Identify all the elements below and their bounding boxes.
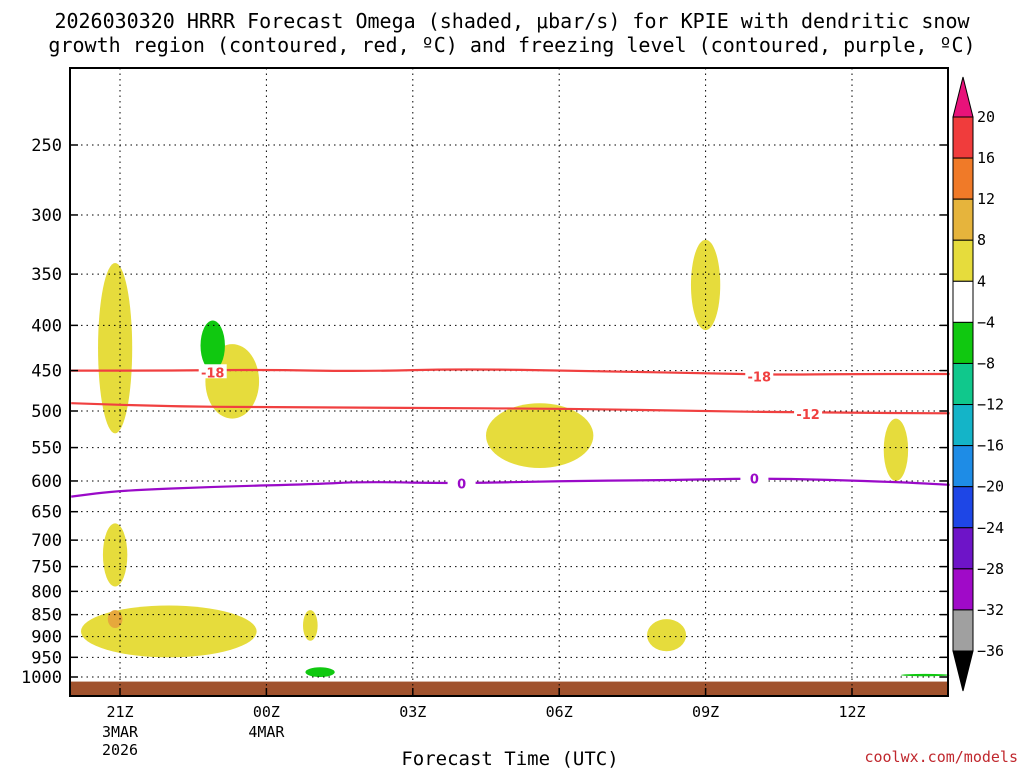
y-axis: 2503003504004505005506006507007508008509…	[21, 136, 948, 688]
colorbar-box-6	[952, 362, 974, 406]
colorbar-label: 16	[977, 149, 995, 167]
colorbar-label: 12	[977, 190, 995, 208]
chart-title-line1: 2026030320 HRRR Forecast Omega (shaded, …	[54, 9, 970, 33]
contour-label-bg	[198, 364, 227, 379]
x-tick-label: 09Z	[692, 703, 719, 721]
x-tick-label: 06Z	[546, 703, 573, 721]
ground-strip	[71, 681, 947, 695]
x-axis-label: Forecast Time (UTC)	[401, 748, 618, 768]
omega-pos-g	[80, 605, 257, 658]
colorbar-box-4	[952, 280, 974, 323]
colorbar-box-7	[952, 404, 974, 447]
y-tick-label: 1000	[21, 668, 62, 688]
colorbar-box-1	[952, 157, 974, 200]
omega-pos-c	[486, 403, 594, 468]
y-tick-label: 750	[31, 558, 62, 578]
omega-pos-i	[647, 619, 687, 652]
colorbar-box-12	[952, 609, 974, 652]
x-tick-label: 00Z	[253, 703, 280, 721]
colorbar-box-9	[952, 486, 974, 529]
contour-label-dgz-minus18: -18	[748, 370, 772, 385]
colorbar-label: −8	[977, 354, 995, 372]
grid-lines	[70, 68, 948, 696]
contour-label-freezing-level-0: 0	[750, 472, 759, 487]
y-tick-label: 350	[31, 265, 62, 285]
y-tick-label: 950	[31, 648, 62, 668]
contour-dgz-minus12	[71, 402, 950, 415]
y-tick-label: 850	[31, 606, 62, 626]
colorbar-label: −16	[977, 437, 1004, 455]
colorbar-box-2	[952, 198, 974, 241]
x-tick-label: 12Z	[838, 703, 865, 721]
colorbar-box-0	[952, 116, 974, 159]
x-tick-date: 4MAR	[248, 723, 285, 741]
plot-frame	[69, 67, 949, 697]
colorbar: 20 16 12 8 4 −4 −8 −12 −16 −20 −24 −28 −32 −36	[952, 76, 1004, 692]
chart-title-line2: growth region (contoured, red, ºC) and f…	[48, 33, 975, 57]
colorbar-label: 4	[977, 272, 986, 290]
contour-label-bg	[794, 406, 823, 421]
y-tick-label: 700	[31, 531, 62, 551]
contour-dgz-minus18	[71, 368, 950, 376]
colorbar-label: −12	[977, 396, 1004, 414]
colorbar-box-10	[952, 527, 974, 570]
x-tick-year: 2026	[102, 741, 138, 759]
colorbar-top-arrow	[952, 76, 974, 118]
colorbar-label: 8	[977, 231, 986, 249]
x-tick-label: 03Z	[399, 703, 426, 721]
y-tick-label: 400	[31, 316, 62, 336]
omega-neg-b	[305, 667, 335, 677]
omega-pos-d	[690, 239, 721, 331]
y-tick-label: 800	[31, 582, 62, 602]
y-tick-label: 900	[31, 628, 62, 648]
y-tick-label: 300	[31, 206, 62, 226]
colorbar-label: 20	[977, 108, 995, 126]
colorbar-label: −24	[977, 519, 1004, 537]
omega-neg-c	[900, 673, 950, 677]
y-tick-label: 500	[31, 402, 62, 422]
omega-neg-a	[200, 320, 225, 371]
omega-pos-h	[303, 610, 318, 641]
colorbar-box-3	[952, 239, 974, 282]
contour-label-bg	[745, 368, 774, 383]
x-tick-label: 21Z	[106, 703, 133, 721]
colorbar-label: −36	[977, 642, 1004, 660]
colorbar-label: −32	[977, 601, 1004, 619]
colorbar-box-11	[952, 568, 974, 611]
y-tick-label: 650	[31, 503, 62, 523]
omega-pos-f	[102, 523, 128, 587]
contour-label-freezing-level-0: 0	[457, 478, 466, 493]
y-tick-label: 250	[31, 136, 62, 156]
colorbar-box-8	[952, 445, 974, 488]
y-tick-label: 550	[31, 439, 62, 459]
contour-freezing-level-0	[71, 477, 950, 498]
colorbar-label: −4	[977, 313, 995, 331]
credit-text: coolwx.com/models	[864, 748, 1018, 766]
colorbar-box-5	[952, 321, 974, 364]
contour-label-dgz-minus18: -18	[201, 366, 225, 381]
y-tick-label: 600	[31, 472, 62, 492]
colorbar-label: −20	[977, 478, 1004, 496]
contour-label-bg	[740, 470, 769, 485]
omega-pos-a	[98, 262, 133, 434]
y-tick-label: 450	[31, 362, 62, 382]
colorbar-bottom-arrow	[952, 650, 974, 692]
omega-shading	[71, 239, 950, 695]
plot-area: -18 -18 -12 0 0	[69, 67, 950, 697]
colorbar-label: −28	[977, 560, 1004, 578]
x-tick-date: 3MAR	[102, 723, 139, 741]
contour-label-bg	[447, 475, 476, 490]
omega-pos-j	[107, 610, 123, 628]
omega-pos-e	[883, 418, 909, 481]
contour-label-dgz-minus12: -12	[796, 408, 820, 423]
contour-lines: -18 -18 -12 0 0	[71, 364, 950, 498]
